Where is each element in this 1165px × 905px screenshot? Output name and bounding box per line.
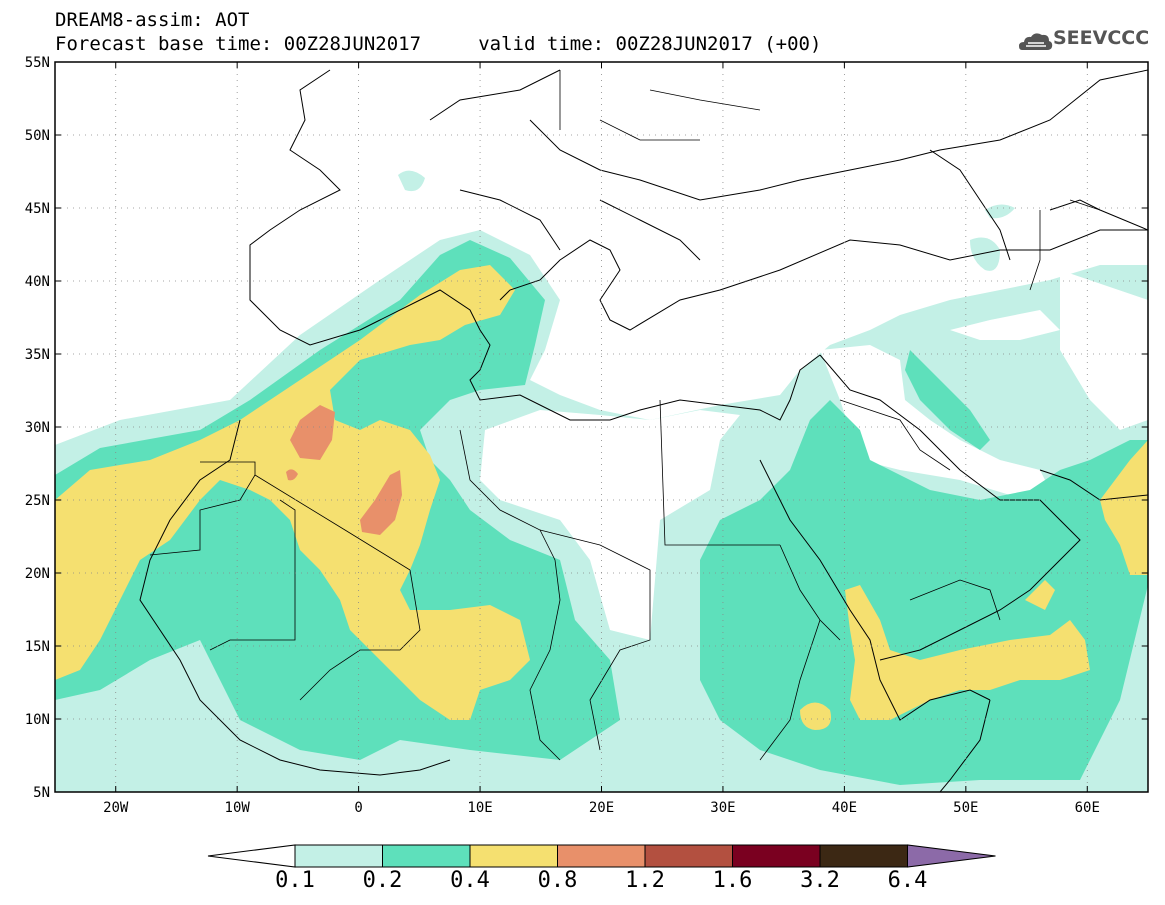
colorbar-segment — [644, 844, 733, 868]
lat-tick-label: 45N — [25, 201, 50, 217]
colorbar — [207, 844, 996, 868]
lat-tick-label: 55N — [25, 55, 50, 71]
lon-tick-label: 20W — [103, 800, 129, 816]
map-grid — [55, 62, 1148, 792]
axis-tick-labels: 55N 50N 45N 40N 35N 30N 25N 20N 15N 10N 5N 20W 10W 0 1… — [25, 55, 1100, 816]
colorbar-underflow — [207, 844, 296, 868]
lon-tick-label: 40E — [832, 800, 857, 816]
lat-tick-label: 35N — [25, 347, 50, 363]
colorbar-level-label: 0.8 — [537, 868, 578, 893]
colorbar-level-label: 0.2 — [362, 868, 403, 893]
lat-tick-label: 15N — [25, 639, 50, 655]
cloud-icon — [1019, 33, 1053, 50]
colorbar-segment — [557, 844, 646, 868]
colorbar-segment — [294, 844, 383, 868]
lon-tick-label: 30E — [710, 800, 735, 816]
colorbar-segment — [382, 844, 471, 868]
coastlines — [139, 69, 1148, 792]
lon-tick-label: 10W — [225, 800, 251, 816]
colorbar-segment — [732, 844, 821, 868]
aot-level-0.8 — [286, 405, 402, 535]
colorbar-level-label: 0.1 — [275, 868, 315, 893]
lat-tick-label: 10N — [25, 712, 50, 728]
lon-tick-label: 20E — [589, 800, 614, 816]
lat-tick-label: 40N — [25, 274, 50, 290]
lon-tick-label: 60E — [1075, 800, 1100, 816]
aot-level-0.4 — [55, 265, 1148, 730]
colorbar-level-label: 1.2 — [625, 868, 665, 893]
colorbar-level-label: 6.4 — [887, 868, 928, 893]
title-line-2: Forecast base time: 00Z28JUN2017 valid t… — [55, 33, 822, 55]
lon-tick-label: 0 — [354, 800, 362, 816]
title-line-1: DREAM8-assim: AOT — [55, 9, 250, 31]
logo-text: SEEVCCC — [1053, 27, 1150, 49]
borders — [149, 70, 1101, 761]
lat-tick-label: 25N — [25, 493, 50, 509]
lat-tick-label: 20N — [25, 566, 50, 582]
colorbar-level-label: 0.4 — [450, 868, 490, 893]
lat-tick-label: 5N — [33, 785, 50, 801]
colorbar-level-label: 1.6 — [712, 868, 753, 893]
colorbar-segment — [469, 844, 558, 868]
lat-tick-label: 50N — [25, 128, 50, 144]
lat-tick-label: 30N — [25, 420, 50, 436]
axis-ticks — [55, 61, 1148, 793]
colorbar-level-label: 3.2 — [800, 868, 840, 893]
lon-tick-label: 10E — [467, 800, 492, 816]
colorbar-overflow — [907, 844, 996, 868]
colorbar-segment — [819, 844, 908, 868]
aot-below-0.1 — [480, 270, 1148, 640]
lon-tick-label: 50E — [953, 800, 978, 816]
